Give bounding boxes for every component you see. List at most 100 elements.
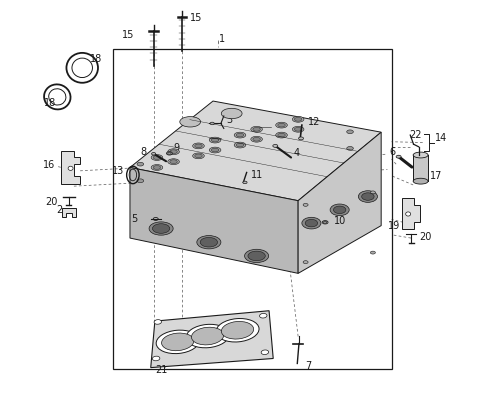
Text: 4: 4 — [294, 148, 300, 158]
Ellipse shape — [167, 152, 172, 155]
Ellipse shape — [371, 251, 375, 254]
Ellipse shape — [186, 324, 229, 348]
Ellipse shape — [359, 191, 377, 202]
Ellipse shape — [137, 162, 144, 166]
Polygon shape — [61, 151, 80, 184]
Polygon shape — [402, 198, 420, 229]
Text: 12: 12 — [308, 117, 321, 127]
Polygon shape — [130, 168, 298, 273]
Ellipse shape — [153, 166, 161, 169]
Polygon shape — [413, 155, 428, 181]
Ellipse shape — [305, 219, 318, 227]
Ellipse shape — [324, 221, 327, 223]
Ellipse shape — [209, 147, 221, 153]
Text: 9: 9 — [174, 143, 180, 153]
Text: 6: 6 — [389, 147, 396, 157]
Text: 15: 15 — [190, 13, 203, 23]
Ellipse shape — [276, 122, 288, 128]
Ellipse shape — [278, 123, 285, 127]
Ellipse shape — [68, 166, 73, 171]
Text: 13: 13 — [111, 166, 124, 176]
Ellipse shape — [156, 330, 199, 354]
Ellipse shape — [278, 133, 285, 137]
Polygon shape — [62, 208, 75, 217]
Ellipse shape — [168, 149, 180, 155]
Ellipse shape — [151, 165, 163, 171]
Polygon shape — [298, 132, 381, 273]
Ellipse shape — [221, 108, 242, 119]
Text: 19: 19 — [388, 222, 400, 232]
Ellipse shape — [253, 138, 260, 141]
Ellipse shape — [211, 138, 219, 142]
Ellipse shape — [243, 181, 247, 184]
Ellipse shape — [248, 251, 265, 261]
Ellipse shape — [371, 191, 375, 194]
Ellipse shape — [260, 314, 267, 318]
Ellipse shape — [168, 159, 180, 165]
Ellipse shape — [347, 147, 353, 150]
Ellipse shape — [253, 127, 260, 131]
Text: 18: 18 — [44, 98, 56, 108]
Ellipse shape — [413, 152, 428, 158]
Ellipse shape — [361, 193, 374, 200]
Ellipse shape — [347, 130, 353, 134]
Ellipse shape — [162, 333, 194, 351]
Ellipse shape — [216, 319, 259, 342]
Ellipse shape — [170, 160, 177, 163]
Ellipse shape — [221, 321, 253, 339]
Ellipse shape — [245, 249, 269, 263]
Text: 11: 11 — [251, 170, 263, 180]
Text: 17: 17 — [430, 171, 443, 181]
Ellipse shape — [273, 145, 278, 147]
Ellipse shape — [330, 204, 349, 216]
Ellipse shape — [292, 126, 304, 132]
Text: 18: 18 — [90, 54, 102, 64]
Ellipse shape — [210, 122, 214, 125]
Text: 16: 16 — [43, 161, 56, 171]
Ellipse shape — [236, 133, 244, 137]
Ellipse shape — [303, 204, 308, 206]
Ellipse shape — [195, 154, 202, 158]
Ellipse shape — [276, 132, 288, 138]
Ellipse shape — [200, 237, 217, 247]
Ellipse shape — [234, 142, 246, 148]
Ellipse shape — [234, 132, 246, 138]
Polygon shape — [130, 101, 381, 201]
Ellipse shape — [149, 222, 173, 235]
Ellipse shape — [261, 350, 269, 354]
Ellipse shape — [322, 221, 328, 224]
Ellipse shape — [137, 179, 144, 183]
Ellipse shape — [251, 126, 263, 132]
Ellipse shape — [292, 116, 304, 122]
Polygon shape — [151, 311, 273, 367]
Ellipse shape — [170, 150, 177, 153]
Ellipse shape — [251, 136, 263, 142]
Ellipse shape — [406, 212, 411, 216]
Text: 20: 20 — [420, 232, 432, 242]
Text: 15: 15 — [122, 30, 134, 40]
Ellipse shape — [197, 236, 221, 249]
Ellipse shape — [236, 143, 244, 147]
Ellipse shape — [294, 127, 302, 131]
Ellipse shape — [334, 206, 346, 214]
Text: 8: 8 — [140, 147, 146, 157]
Ellipse shape — [195, 144, 202, 148]
Ellipse shape — [192, 153, 204, 159]
Text: 10: 10 — [334, 217, 346, 227]
Text: 20: 20 — [45, 196, 57, 206]
Text: 3: 3 — [227, 115, 233, 125]
Ellipse shape — [154, 320, 161, 324]
Ellipse shape — [299, 137, 303, 140]
Ellipse shape — [209, 137, 221, 143]
Ellipse shape — [152, 153, 156, 155]
Text: 14: 14 — [435, 133, 447, 143]
Ellipse shape — [153, 155, 161, 159]
Text: 2: 2 — [56, 205, 62, 215]
Text: 7: 7 — [305, 361, 311, 371]
Ellipse shape — [153, 217, 158, 220]
Ellipse shape — [211, 148, 219, 152]
Ellipse shape — [192, 143, 204, 149]
Text: 22: 22 — [409, 130, 421, 140]
Text: 21: 21 — [155, 365, 167, 375]
Ellipse shape — [151, 155, 163, 161]
